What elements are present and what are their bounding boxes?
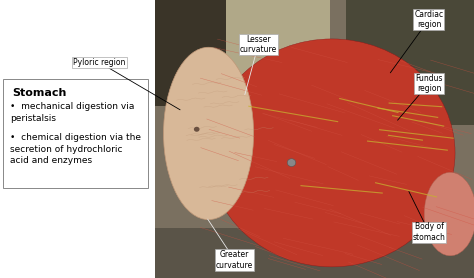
Ellipse shape [194,127,200,132]
FancyBboxPatch shape [346,0,474,125]
FancyBboxPatch shape [155,0,231,106]
Text: Pyloric region: Pyloric region [73,58,126,67]
FancyBboxPatch shape [155,0,474,278]
Text: Body of
stomach: Body of stomach [412,222,446,242]
Ellipse shape [164,47,254,220]
Text: Fundus
region: Fundus region [415,74,443,93]
Text: Stomach: Stomach [12,88,66,98]
FancyBboxPatch shape [155,228,474,278]
Text: •  mechanical digestion via
peristalsis: • mechanical digestion via peristalsis [10,102,135,123]
Text: Greater
curvature: Greater curvature [216,250,253,270]
Ellipse shape [287,159,296,167]
FancyBboxPatch shape [3,79,148,188]
Text: Lesser
curvature: Lesser curvature [240,35,277,54]
Text: •  chemical digestion via the
secretion of hydrochloric
acid and enzymes: • chemical digestion via the secretion o… [10,133,141,165]
Ellipse shape [209,39,455,267]
Ellipse shape [424,172,474,256]
FancyBboxPatch shape [226,0,330,117]
Text: Cardiac
region: Cardiac region [414,10,444,29]
